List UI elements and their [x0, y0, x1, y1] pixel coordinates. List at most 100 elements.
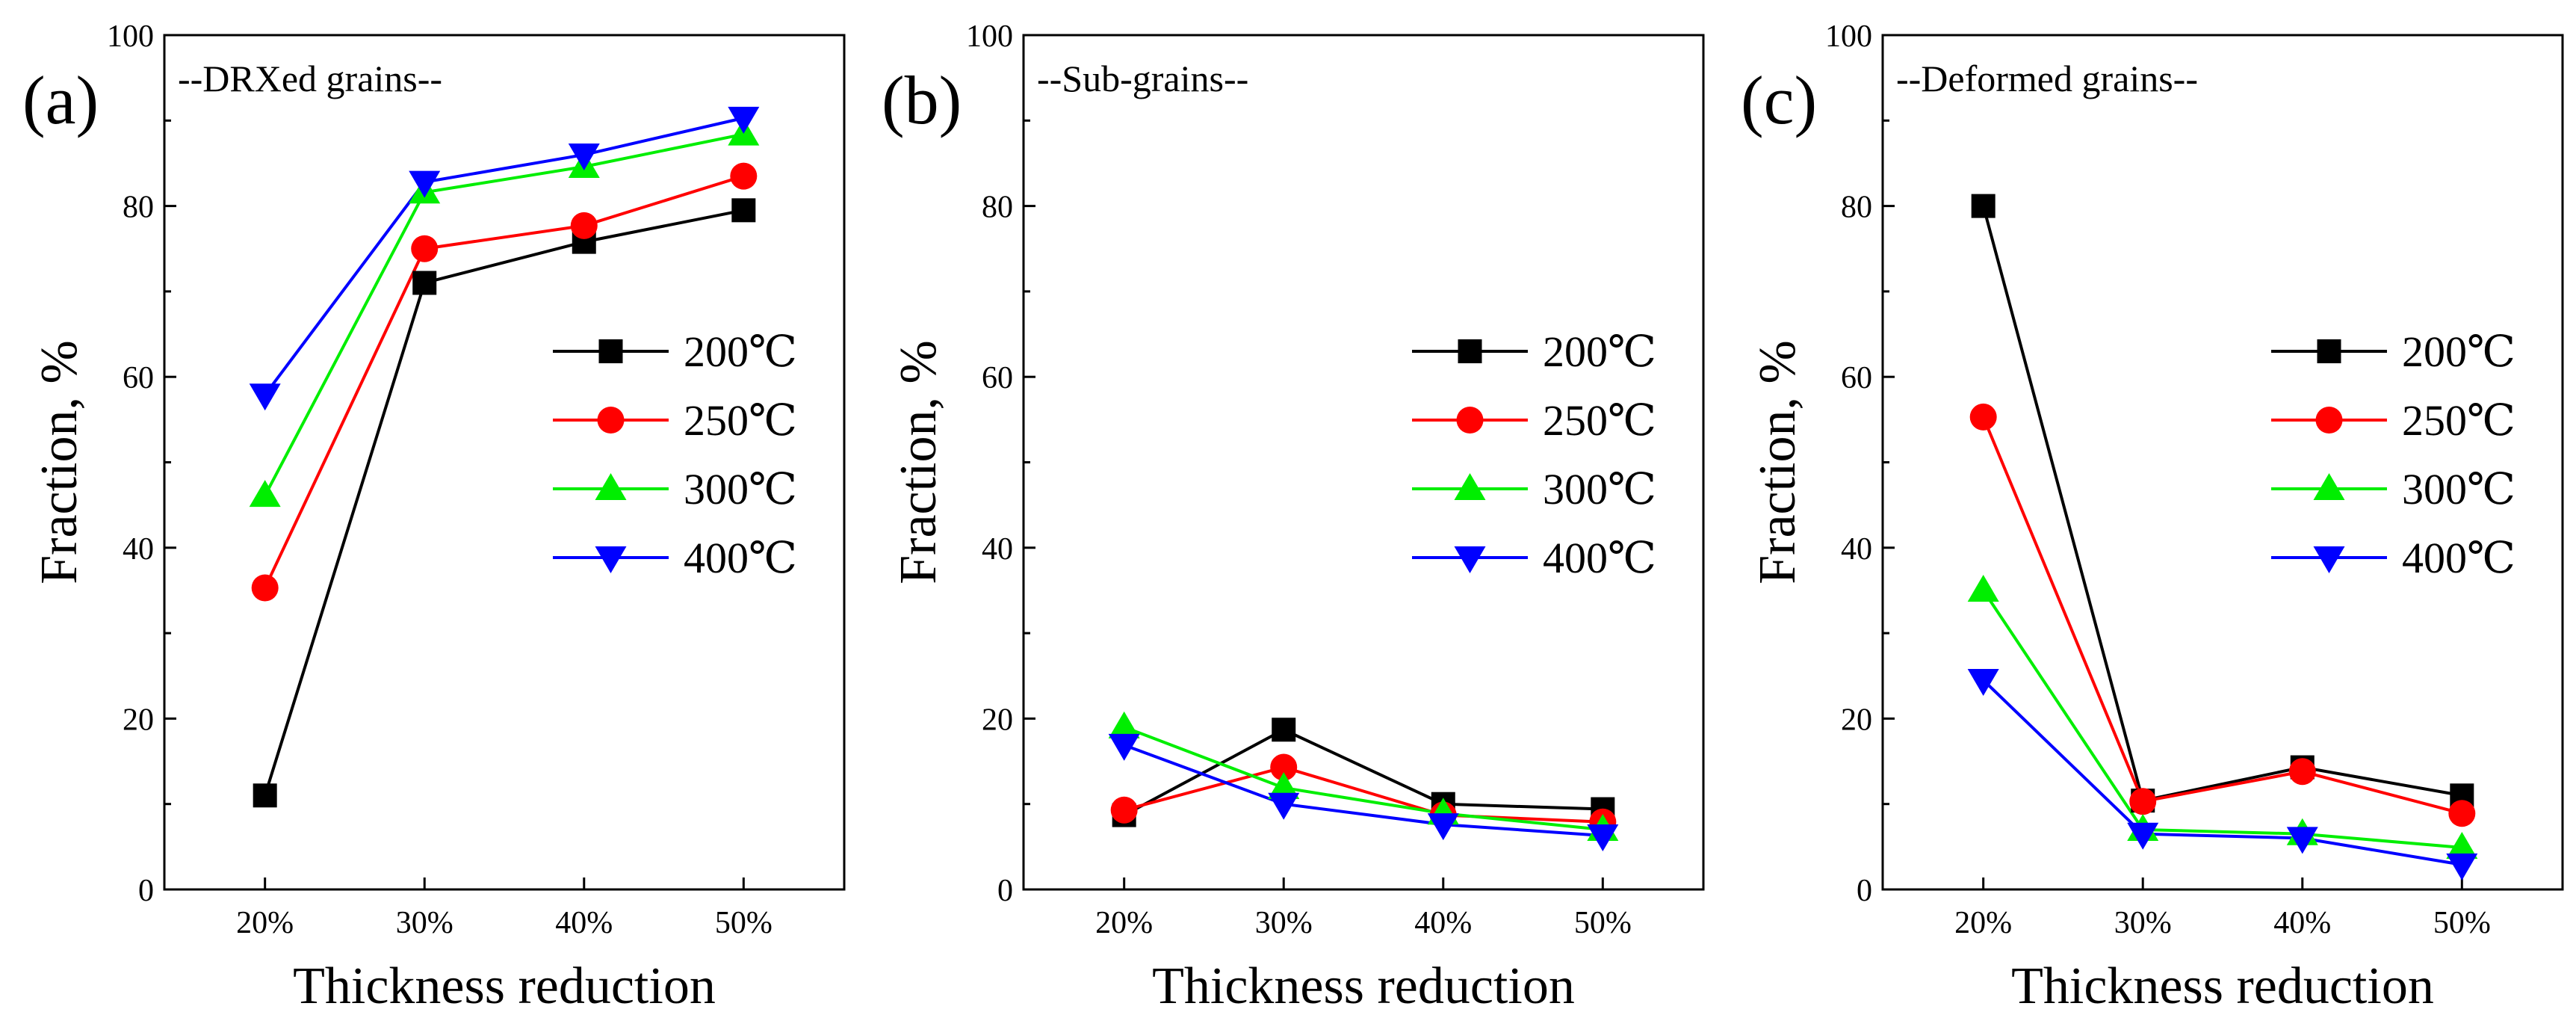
- y-tick-label: 20: [982, 703, 1013, 737]
- data-point: [412, 271, 437, 295]
- series-line-300c: [1123, 725, 1603, 831]
- x-tick-label: 20%: [1954, 906, 2012, 940]
- legend-label: 200℃: [2402, 327, 2515, 376]
- legend-label: 300℃: [2402, 465, 2515, 513]
- y-axis-label: Fraction, %: [890, 340, 947, 584]
- data-point: [251, 574, 279, 602]
- y-axis-label: Fraction, %: [31, 340, 88, 584]
- data-point: [1270, 753, 1298, 781]
- data-point: [570, 212, 598, 239]
- legend-marker: [2313, 546, 2345, 573]
- series-line-400c: [264, 116, 744, 396]
- y-axis-label: Fraction, %: [1749, 340, 1806, 584]
- y-tick-label: 20: [123, 703, 154, 737]
- legend-label: 250℃: [684, 396, 797, 445]
- x-tick-label: 30%: [396, 906, 453, 940]
- series-line-400c: [1123, 743, 1603, 837]
- data-point: [249, 480, 281, 508]
- legend-marker: [2315, 407, 2343, 434]
- data-point: [1268, 771, 1300, 799]
- legend-label: 200℃: [684, 327, 797, 376]
- data-point: [409, 170, 441, 198]
- data-point: [730, 162, 758, 190]
- data-point: [2446, 831, 2478, 859]
- data-point: [1967, 668, 1999, 696]
- series-line-400c: [1982, 679, 2462, 866]
- x-tick-label: 20%: [1095, 906, 1153, 940]
- legend: 200℃ 250℃ 300℃ 400℃: [553, 327, 797, 582]
- x-tick-label: 20%: [236, 906, 294, 940]
- data-point: [2129, 788, 2157, 815]
- legend: 200℃ 250℃ 300℃ 400℃: [1412, 327, 1656, 582]
- data-point: [2448, 800, 2476, 827]
- legend-marker: [1456, 407, 1484, 434]
- data-point: [1268, 792, 1300, 820]
- x-tick-label: 50%: [1574, 906, 1632, 940]
- data-point: [2286, 827, 2318, 854]
- data-point: [253, 783, 277, 808]
- data-point: [1110, 796, 1138, 824]
- legend-label: 400℃: [2402, 534, 2515, 582]
- legend-marker: [2317, 339, 2341, 363]
- legend-label: 300℃: [1543, 465, 1656, 513]
- legend-marker: [598, 339, 623, 363]
- data-point: [728, 106, 760, 134]
- data-point: [731, 198, 756, 223]
- x-tick-label: 40%: [555, 906, 613, 940]
- y-tick-label: 80: [1841, 191, 1872, 225]
- legend-label: 400℃: [1543, 534, 1656, 582]
- y-tick-label: 40: [123, 532, 154, 567]
- y-tick-label: 100: [966, 19, 1013, 54]
- chart-panel-3: 0 20 40 60 80 100 20% 30% 40% 50% Thickness reduct…: [1741, 19, 2564, 1015]
- x-tick-label: 40%: [2273, 906, 2331, 940]
- y-tick-label: 60: [123, 361, 154, 395]
- x-axis-label: Thickness reduction: [2011, 957, 2434, 1015]
- y-tick-label: 40: [982, 532, 1013, 567]
- data-point: [1587, 824, 1619, 851]
- chart-panel-1: 0 20 40 60 80 100 20% 30% 40% 50% Thickness reduct…: [22, 19, 846, 1015]
- legend-marker: [1454, 546, 1486, 573]
- series-line-300c: [1982, 589, 2462, 849]
- data-point: [568, 144, 600, 171]
- x-tick-label: 50%: [715, 906, 773, 940]
- panel-label: (c): [1741, 62, 1817, 138]
- y-tick-label: 0: [1857, 874, 1872, 908]
- data-point: [1108, 733, 1140, 761]
- plot-frame: [1022, 34, 1705, 891]
- series-line-200c: [263, 209, 744, 796]
- data-point: [1969, 403, 1997, 431]
- data-point: [2288, 758, 2316, 786]
- x-tick-label: 50%: [2433, 906, 2491, 940]
- plot-frame: [1881, 34, 2564, 891]
- series-line-300c: [263, 132, 744, 497]
- panel-label: (a): [22, 62, 99, 138]
- data-point: [1272, 718, 1296, 742]
- y-tick-label: 80: [982, 191, 1013, 225]
- data-point: [2127, 822, 2159, 850]
- data-point: [1971, 194, 1996, 218]
- data-point: [249, 383, 281, 411]
- data-point: [411, 235, 439, 262]
- data-point: [2446, 853, 2478, 880]
- x-axis-label: Thickness reduction: [1152, 957, 1575, 1015]
- panel-annotation: --Sub-grains--: [1037, 58, 1248, 99]
- series-line-200c: [1981, 206, 2462, 803]
- legend-marker: [595, 546, 627, 573]
- legend-marker: [1458, 339, 1482, 363]
- panel-annotation: --Deformed grains--: [1896, 58, 2198, 99]
- y-tick-label: 60: [1841, 361, 1872, 395]
- x-tick-label: 30%: [2114, 906, 2172, 940]
- data-point: [1967, 574, 1999, 602]
- y-tick-label: 20: [1841, 703, 1872, 737]
- x-tick-label: 30%: [1255, 906, 1313, 940]
- panel-annotation: --DRXed grains--: [178, 58, 442, 99]
- y-tick-label: 100: [1825, 19, 1872, 54]
- x-tick-label: 40%: [1414, 906, 1472, 940]
- legend-marker: [2313, 473, 2345, 500]
- series-line-250c: [263, 174, 744, 589]
- y-tick-label: 100: [107, 19, 154, 54]
- series-line-250c: [1124, 765, 1603, 824]
- series-line-250c: [1981, 416, 2462, 815]
- legend-label: 250℃: [1543, 396, 1656, 445]
